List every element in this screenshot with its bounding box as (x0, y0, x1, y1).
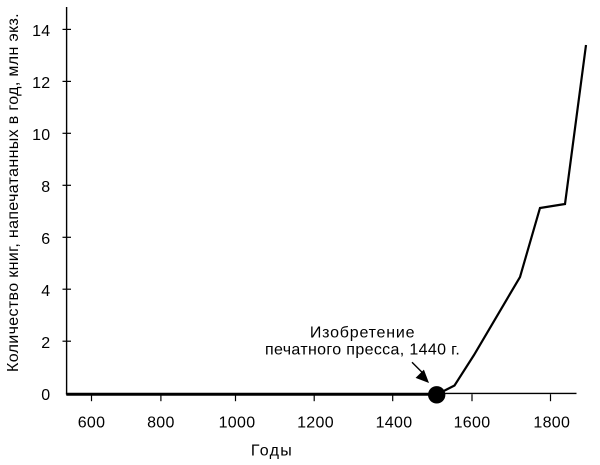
svg-text:1400: 1400 (376, 415, 413, 432)
svg-text:14: 14 (32, 23, 50, 40)
svg-text:1800: 1800 (533, 415, 570, 432)
svg-text:2: 2 (41, 335, 50, 352)
svg-text:12: 12 (32, 75, 50, 92)
svg-text:8: 8 (41, 179, 50, 196)
svg-text:Изобретение: Изобретение (310, 324, 416, 341)
svg-text:1200: 1200 (297, 415, 334, 432)
svg-text:Годы: Годы (251, 442, 293, 459)
svg-text:Количество книг, напечатанных: Количество книг, напечатанных в год, млн… (5, 13, 22, 372)
svg-text:6: 6 (41, 231, 50, 248)
svg-text:1600: 1600 (454, 415, 491, 432)
svg-text:0: 0 (41, 387, 50, 404)
svg-text:600: 600 (78, 415, 106, 432)
svg-text:800: 800 (147, 415, 175, 432)
svg-text:печатного пресса, 1440 г.: печатного пресса, 1440 г. (265, 342, 460, 359)
svg-text:4: 4 (41, 283, 50, 300)
svg-text:10: 10 (32, 127, 50, 144)
svg-text:1000: 1000 (219, 415, 256, 432)
